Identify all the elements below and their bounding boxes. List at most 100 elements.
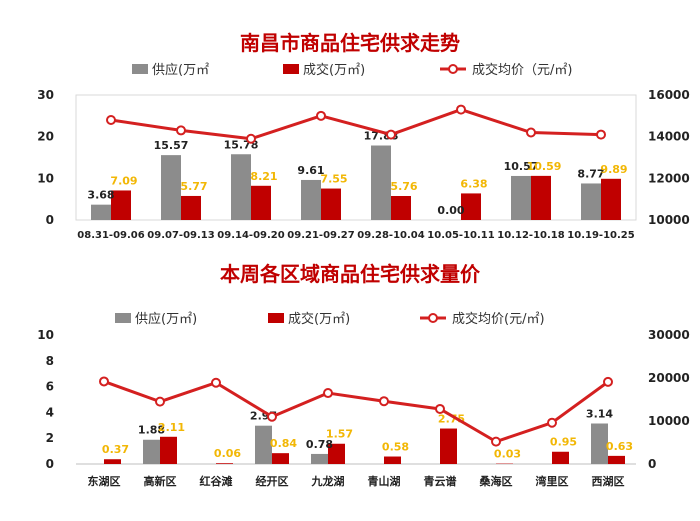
chart2-price-line [103,380,609,444]
chart1-price-point [386,129,396,140]
chart2-price-point [435,403,445,414]
chart1-deal-label: 10.59 [527,160,562,173]
chart1-deal-label: 9.89 [600,163,627,176]
chart1-xtick: 09.14-09.20 [217,230,284,241]
legend2-deal-swatch [268,313,284,323]
chart1-deal-label: 7.55 [320,173,347,186]
chart1-ytick: 30 [37,88,54,102]
chart2-price-point [323,388,333,399]
chart1-deal-bar [391,196,411,220]
chart2-deal-bar [328,443,345,464]
legend-deal-swatch [283,64,299,74]
chart1-deal-bar [181,195,201,220]
chart2-price-point [603,376,613,387]
chart1-y2tick: 16000 [648,88,690,102]
chart1-supply-bar [231,154,251,220]
chart2-deal-bar [216,463,233,464]
chart1-price-point [526,127,536,138]
chart1-xtick: 10.05-10.11 [427,230,494,241]
chart2-y2tick: 30000 [648,328,690,342]
chart2-ytick: 4 [46,405,54,419]
chart2-xtick: 高新区 [144,474,177,488]
legend-supply-label: 供应(万㎡ [152,62,209,78]
chart1-supply-label: 0.00 [437,204,464,217]
chart2-price-point [267,411,277,422]
chart2-xtick: 湾里区 [536,474,569,488]
chart2-deal-bar [272,453,289,464]
legend2-supply-label: 供应(万㎡) [135,311,197,327]
chart1-supply-bar [511,175,531,220]
chart2-deal-bar [608,455,625,464]
chart2-price-point [491,436,501,447]
legend-supply-swatch [132,64,148,74]
chart2-deal-label: 0.03 [494,448,521,461]
chart1-deal-label: 8.21 [250,170,277,183]
chart2-marks: 0 2 4 6 8 10 0 10000 20000 30000 0.37 东湖区 1.882.11 高新… [37,328,689,488]
chart2-supply-bar [311,453,328,464]
chart2-xtick: 青山湖 [368,474,401,488]
legend-price-marker [448,64,458,74]
chart1-deal-bar [111,190,131,220]
chart1-deal-bar [531,175,551,220]
chart2-deal-label: 0.63 [606,440,633,453]
chart1-supply-label: 10.57 [504,160,539,173]
chart1-price-point [596,129,606,140]
chart1-xtick: 10.19-10.25 [567,230,634,241]
chart2-deal-label: 0.58 [382,441,409,454]
chart1-legend: 供应(万㎡ 成交(万㎡) 成交均价（元/㎡) [132,62,572,78]
chart1-xtick: 10.12-10.18 [497,230,564,241]
chart2-price-point [547,417,557,428]
chart1-ytick: 20 [37,130,54,144]
chart1-supply-label: 8.77 [577,167,604,180]
chart2-deal-label: 1.57 [326,428,353,441]
chart1-deal-bar [601,178,621,220]
chart2-xtick: 东湖区 [88,474,121,488]
legend-deal-label: 成交(万㎡) [303,62,365,78]
chart1-deal-bar [461,193,481,220]
chart1-xtick: 08.31-09.06 [77,230,144,241]
chart2-supply-bar [591,423,608,464]
chart2-supply-label: 1.88 [138,424,165,437]
chart2-deal-bar [160,436,177,464]
chart1-price-point [106,115,116,125]
chart2-deal-label: 0.95 [550,436,577,449]
chart1-price-point [456,104,466,115]
chart2-y2tick: 0 [648,457,656,471]
chart2-y2tick: 10000 [648,414,690,428]
chart1-ytick: 10 [37,171,54,185]
chart2-price-point [99,376,109,387]
legend2-price-marker [428,313,438,323]
chart2-xtick: 经开区 [256,474,289,488]
chart2-deal-label: 0.84 [270,437,297,450]
chart1-price-point [316,110,326,121]
chart2-supply-bar [255,425,272,464]
chart2-ytick: 8 [46,354,54,368]
chart1-price-point [176,125,186,136]
chart2-legend: 供应(万㎡) 成交(万㎡) 成交均价(元/㎡) [115,311,545,327]
chart2-xtick: 桑海区 [479,474,513,488]
chart2-xtick: 红谷滩 [200,474,233,488]
chart2-ytick: 10 [37,328,54,342]
chart1-deal-label: 7.09 [110,174,137,187]
chart1-supply-bar [301,179,321,220]
chart2-price-point [379,396,389,407]
chart2-y2tick: 20000 [648,371,690,385]
chart2-deal-label: 0.37 [102,443,129,456]
chart2-ytick: 6 [46,380,54,394]
chart2-supply-bar [143,439,160,464]
chart1-xtick: 09.07-09.13 [147,230,214,241]
legend2-price-label: 成交均价(元/㎡) [452,311,545,327]
chart1-supply-label: 3.68 [87,189,114,202]
legend2-deal-label: 成交(万㎡) [288,311,350,327]
chart1-price-point [246,133,256,144]
chart2-ytick: 0 [46,457,54,471]
chart1-supply-label: 15.57 [154,139,189,152]
chart2-supply-label: 3.14 [586,407,613,420]
chart1-xtick: 09.28-10.04 [357,230,424,241]
chart1-supply-bar [91,204,111,220]
chart1-y2tick: 12000 [648,171,690,185]
chart2-supply-label: 0.78 [306,438,333,451]
legend2-supply-swatch [115,313,131,323]
chart2-deal-label: 2.11 [158,421,185,434]
